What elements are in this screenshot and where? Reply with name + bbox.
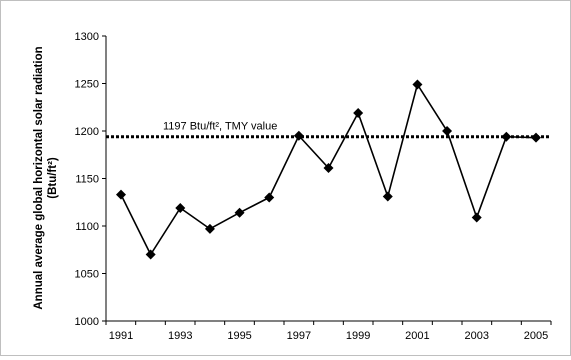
y-tick-label: 1100 bbox=[75, 221, 99, 233]
data-point-marker bbox=[471, 212, 482, 223]
x-ticks: 1991 1993 1995 1997 1999 2001 2003 2005 bbox=[105, 321, 552, 342]
data-point-marker bbox=[382, 191, 393, 202]
data-point-marker bbox=[116, 189, 126, 200]
x-tick-label: 1999 bbox=[346, 330, 370, 342]
data-point-marker bbox=[412, 79, 423, 90]
data-point-marker bbox=[501, 131, 512, 142]
data-point-marker bbox=[175, 202, 186, 213]
x-tick-label: 1995 bbox=[227, 330, 251, 342]
series-markers bbox=[116, 79, 541, 260]
x-tick-label: 1991 bbox=[109, 330, 133, 342]
y-tick-label: 1250 bbox=[75, 79, 99, 91]
data-point-marker bbox=[264, 192, 275, 203]
x-tick-label: 2005 bbox=[524, 330, 548, 342]
x-tick-label: 1997 bbox=[287, 330, 311, 342]
y-axis-label: Annual average global horizontal solar r… bbox=[33, 46, 59, 309]
data-point-marker bbox=[442, 126, 453, 136]
y-ticks: 1000 1050 1100 1150 1200 1250 1300 bbox=[75, 31, 106, 328]
data-point-marker bbox=[234, 207, 245, 218]
data-point-marker bbox=[145, 249, 156, 260]
y-tick-label: 1000 bbox=[75, 316, 99, 328]
data-point-marker bbox=[323, 163, 334, 174]
x-tick-label: 1993 bbox=[168, 330, 192, 342]
y-axis-label-line-1: Annual average global horizontal solar r… bbox=[33, 46, 45, 309]
data-point-marker bbox=[353, 107, 364, 118]
y-tick-label: 1050 bbox=[75, 269, 99, 281]
data-point-marker bbox=[531, 132, 541, 143]
y-tick-label: 1300 bbox=[75, 31, 99, 43]
data-point-marker bbox=[293, 130, 304, 141]
data-point-marker bbox=[204, 223, 215, 234]
x-tick-label: 2003 bbox=[464, 330, 488, 342]
y-tick-label: 1150 bbox=[75, 174, 99, 186]
line-chart: Annual average global horizontal solar r… bbox=[33, 31, 552, 342]
y-tick-label: 1200 bbox=[75, 126, 99, 138]
tmy-reference-label: 1197 Btu/ft², TMY value bbox=[163, 121, 277, 133]
y-axis-label-line-2: (Btu/ft²) bbox=[47, 157, 59, 199]
x-tick-label: 2001 bbox=[405, 330, 429, 342]
